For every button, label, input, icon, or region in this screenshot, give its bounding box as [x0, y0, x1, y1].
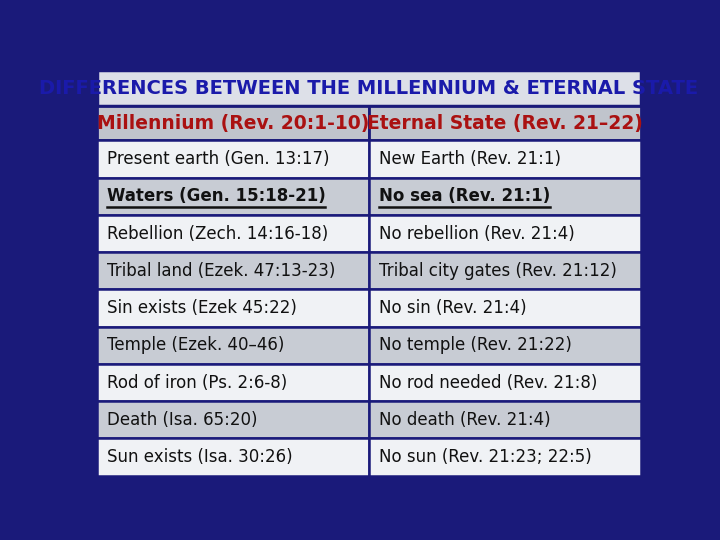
Text: Eternal State (Rev. 21–22): Eternal State (Rev. 21–22) [367, 114, 643, 133]
Bar [96, 289, 369, 327]
Text: No sea (Rev. 21:1): No sea (Rev. 21:1) [379, 187, 550, 205]
Bar [369, 401, 642, 438]
Text: No death (Rev. 21:4): No death (Rev. 21:4) [379, 411, 551, 429]
Bar [96, 178, 369, 215]
Text: Present earth (Gen. 13:17): Present earth (Gen. 13:17) [107, 150, 329, 168]
Bar [96, 215, 369, 252]
Text: Waters (Gen. 15:18-21): Waters (Gen. 15:18-21) [107, 187, 325, 205]
Text: No sun (Rev. 21:23; 22:5): No sun (Rev. 21:23; 22:5) [379, 448, 592, 466]
Text: New Earth (Rev. 21:1): New Earth (Rev. 21:1) [379, 150, 561, 168]
Bar [369, 215, 642, 252]
Text: No temple (Rev. 21:22): No temple (Rev. 21:22) [379, 336, 572, 354]
Text: Rod of iron (Ps. 2:6-8): Rod of iron (Ps. 2:6-8) [107, 374, 287, 391]
Text: Sun exists (Isa. 30:26): Sun exists (Isa. 30:26) [107, 448, 292, 466]
Bar [369, 252, 642, 289]
Bar [96, 140, 369, 178]
Bar [96, 70, 642, 106]
Text: Death (Isa. 65:20): Death (Isa. 65:20) [107, 411, 257, 429]
Bar [369, 178, 642, 215]
Bar [96, 327, 369, 364]
Bar [369, 327, 642, 364]
Text: No sin (Rev. 21:4): No sin (Rev. 21:4) [379, 299, 526, 317]
Bar [96, 106, 369, 140]
Bar [96, 401, 369, 438]
Bar [369, 106, 642, 140]
Bar [369, 140, 642, 178]
Text: DIFFERENCES BETWEEN THE MILLENNIUM & ETERNAL STATE: DIFFERENCES BETWEEN THE MILLENNIUM & ETE… [40, 79, 698, 98]
Bar [96, 252, 369, 289]
Bar [96, 438, 369, 476]
Text: No rebellion (Rev. 21:4): No rebellion (Rev. 21:4) [379, 225, 575, 242]
Bar [369, 438, 642, 476]
Bar [369, 289, 642, 327]
Bar [369, 364, 642, 401]
Bar [96, 364, 369, 401]
Text: No rod needed (Rev. 21:8): No rod needed (Rev. 21:8) [379, 374, 598, 391]
Text: Rebellion (Zech. 14:16-18): Rebellion (Zech. 14:16-18) [107, 225, 328, 242]
Text: Temple (Ezek. 40–46): Temple (Ezek. 40–46) [107, 336, 284, 354]
Text: Tribal city gates (Rev. 21:12): Tribal city gates (Rev. 21:12) [379, 262, 617, 280]
Text: Millennium (Rev. 20:1-10): Millennium (Rev. 20:1-10) [96, 114, 369, 133]
Text: Sin exists (Ezek 45:22): Sin exists (Ezek 45:22) [107, 299, 297, 317]
Text: Tribal land (Ezek. 47:13-23): Tribal land (Ezek. 47:13-23) [107, 262, 335, 280]
